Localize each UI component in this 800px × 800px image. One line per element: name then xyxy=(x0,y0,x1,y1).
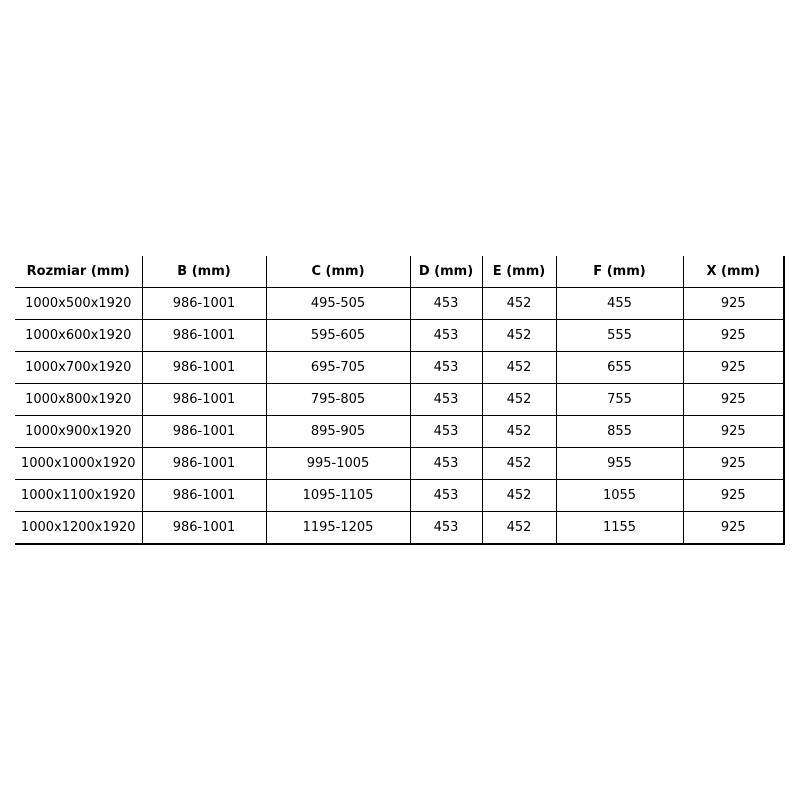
table-cell: 895-905 xyxy=(265,415,410,448)
table-cell: 986-1001 xyxy=(141,351,266,384)
table-cell: 1055 xyxy=(555,479,683,512)
table-cell: 986-1001 xyxy=(141,479,266,512)
table-cell: 1000x1000x1920 xyxy=(15,447,142,480)
table-cell: 453 xyxy=(409,287,482,320)
header-row: Rozmiar (mm) B (mm) C (mm) D (mm) E (mm) F (m… xyxy=(15,256,785,288)
table-cell: 453 xyxy=(409,447,482,480)
table-cell: 455 xyxy=(555,287,683,320)
table-cell: 925 xyxy=(682,511,785,545)
dimensions-table: Rozmiar (mm) B (mm) C (mm) D (mm) E (mm) F (m… xyxy=(15,256,785,545)
table-cell: 453 xyxy=(409,319,482,352)
table-cell: 925 xyxy=(682,351,785,384)
table-cell: 452 xyxy=(481,479,556,512)
table-cell: 453 xyxy=(409,479,482,512)
table-cell: 495-505 xyxy=(265,287,410,320)
column-header: C (mm) xyxy=(265,256,410,288)
table-cell: 925 xyxy=(682,287,785,320)
table-cell: 1000x600x1920 xyxy=(15,319,142,352)
table-cell: 925 xyxy=(682,383,785,416)
table-row: 1000x1200x1920 986-1001 1195-1205 453 452 115… xyxy=(15,511,785,545)
table-cell: 1155 xyxy=(555,511,683,545)
table-row: 1000x800x1920 986-1001 795-805 453 452 755 925 xyxy=(15,383,785,416)
table-cell: 452 xyxy=(481,415,556,448)
table-cell: 1195-1205 xyxy=(265,511,410,545)
table-cell: 986-1001 xyxy=(141,383,266,416)
table-cell: 453 xyxy=(409,511,482,545)
table-cell: 453 xyxy=(409,383,482,416)
table-cell: 1095-1105 xyxy=(265,479,410,512)
table-cell: 1000x1100x1920 xyxy=(15,479,142,512)
table-cell: 925 xyxy=(682,447,785,480)
table-cell: 452 xyxy=(481,351,556,384)
table-cell: 1000x1200x1920 xyxy=(15,511,142,545)
column-header: X (mm) xyxy=(682,256,785,288)
table-cell: 986-1001 xyxy=(141,447,266,480)
table-row: 1000x900x1920 986-1001 895-905 453 452 855 925 xyxy=(15,415,785,448)
table-cell: 995-1005 xyxy=(265,447,410,480)
table-cell: 655 xyxy=(555,351,683,384)
column-header: Rozmiar (mm) xyxy=(15,256,142,288)
column-header: B (mm) xyxy=(141,256,266,288)
table-cell: 855 xyxy=(555,415,683,448)
column-header: F (mm) xyxy=(555,256,683,288)
table-row: 1000x1000x1920 986-1001 995-1005 453 452 955 9… xyxy=(15,447,785,480)
table-cell: 986-1001 xyxy=(141,415,266,448)
table-cell: 452 xyxy=(481,319,556,352)
table-cell: 755 xyxy=(555,383,683,416)
table-row: 1000x1100x1920 986-1001 1095-1105 453 452 105… xyxy=(15,479,785,512)
table-cell: 453 xyxy=(409,351,482,384)
table-cell: 452 xyxy=(481,383,556,416)
table-cell: 595-605 xyxy=(265,319,410,352)
table-cell: 1000x900x1920 xyxy=(15,415,142,448)
column-header: D (mm) xyxy=(409,256,482,288)
table-cell: 453 xyxy=(409,415,482,448)
table-cell: 452 xyxy=(481,287,556,320)
table-cell: 452 xyxy=(481,447,556,480)
table-cell: 695-705 xyxy=(265,351,410,384)
table-cell: 555 xyxy=(555,319,683,352)
table-cell: 986-1001 xyxy=(141,319,266,352)
table-cell: 452 xyxy=(481,511,556,545)
table-cell: 986-1001 xyxy=(141,511,266,545)
table-cell: 1000x700x1920 xyxy=(15,351,142,384)
table-cell: 925 xyxy=(682,479,785,512)
table-row: 1000x600x1920 986-1001 595-605 453 452 555 925 xyxy=(15,319,785,352)
table-cell: 1000x500x1920 xyxy=(15,287,142,320)
table-cell: 1000x800x1920 xyxy=(15,383,142,416)
table-row: 1000x500x1920 986-1001 495-505 453 452 455 925 xyxy=(15,287,785,320)
table-cell: 925 xyxy=(682,319,785,352)
table-cell: 795-805 xyxy=(265,383,410,416)
table-cell: 986-1001 xyxy=(141,287,266,320)
table-cell: 925 xyxy=(682,415,785,448)
column-header: E (mm) xyxy=(481,256,556,288)
table-cell: 955 xyxy=(555,447,683,480)
table-row: 1000x700x1920 986-1001 695-705 453 452 655 925 xyxy=(15,351,785,384)
